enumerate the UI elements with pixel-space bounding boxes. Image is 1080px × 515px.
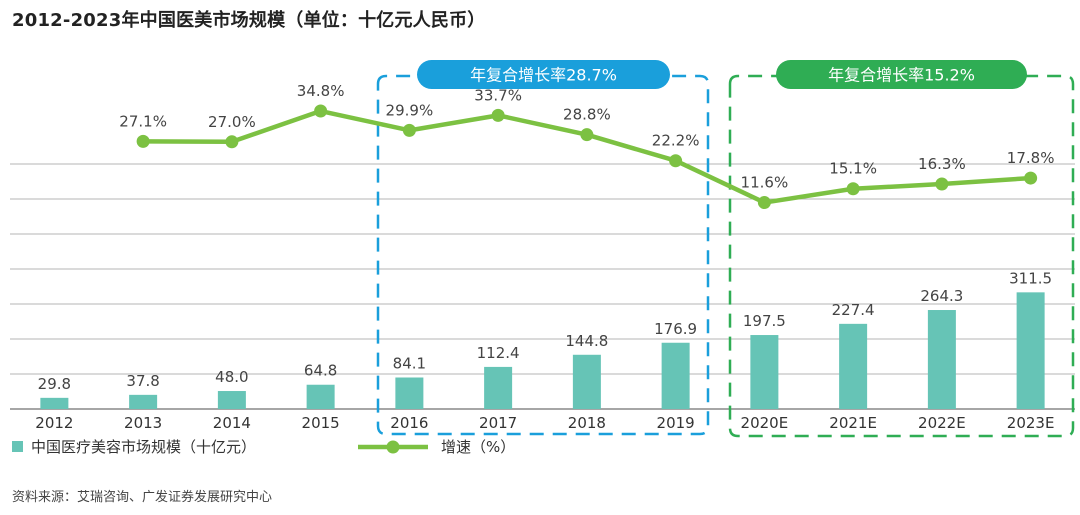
bar-label-2016: 84.1 xyxy=(393,355,426,373)
bar-2017 xyxy=(484,366,513,409)
x-tick-2014: 2014 xyxy=(213,414,251,432)
bar-2019 xyxy=(661,342,690,409)
source-note: 资料来源：艾瑞咨询、广发证券发展研究中心 xyxy=(12,490,273,505)
bar-2014 xyxy=(217,391,246,409)
legend: 中国医疗美容市场规模（十亿元） 增速（%） xyxy=(12,438,515,456)
growth-point-2014 xyxy=(225,135,239,149)
x-tick-labels: 2012 2013 2014 2015 2016 2017 2018 2019 2020E 202… xyxy=(35,414,1054,432)
bar-label-2015: 64.8 xyxy=(304,362,337,380)
chart-title: 2012-2023年中国医美市场规模（单位：十亿元人民币） xyxy=(12,10,486,31)
bar-2013 xyxy=(129,394,158,409)
bar-label-2020E: 197.5 xyxy=(743,312,786,330)
bar-labels: 29.8 37.8 48.0 64.8 84.1 112.4 144.8 176.9 197.5… xyxy=(38,269,1052,392)
bar-2020E xyxy=(750,335,779,409)
gridlines xyxy=(10,163,1075,410)
cagr-callout-green-pill xyxy=(776,60,1027,89)
growth-label-2020E: 11.6% xyxy=(741,174,789,192)
growth-point-2018 xyxy=(580,128,594,142)
growth-label-2018: 28.8% xyxy=(563,106,611,124)
growth-point-2023E xyxy=(1024,171,1038,185)
legend-bar-swatch xyxy=(12,441,23,452)
bar-label-2022E: 264.3 xyxy=(920,287,963,305)
growth-point-2015 xyxy=(314,104,328,118)
bar-label-2014: 48.0 xyxy=(215,368,248,386)
x-tick-2023E: 2023E xyxy=(1007,414,1055,432)
bar-label-2018: 144.8 xyxy=(565,332,608,350)
bar-2022E xyxy=(927,310,956,409)
bar-label-2013: 37.8 xyxy=(126,372,159,390)
growth-label-2023E: 17.8% xyxy=(1007,149,1055,167)
bar-2021E xyxy=(839,323,868,409)
x-tick-2012: 2012 xyxy=(35,414,73,432)
growth-label-2017: 33.7% xyxy=(474,86,522,104)
growth-point-2017 xyxy=(491,108,505,122)
x-tick-2020E: 2020E xyxy=(741,414,789,432)
x-tick-2015: 2015 xyxy=(302,414,340,432)
cagr-box-2015-2019 xyxy=(376,74,710,436)
growth-point-2013 xyxy=(136,134,150,148)
bar-label-2019: 176.9 xyxy=(654,320,697,338)
growth-line xyxy=(143,108,1031,205)
bar-label-2017: 112.4 xyxy=(477,344,520,362)
growth-label-2021E: 15.1% xyxy=(829,160,877,178)
bar-2015 xyxy=(306,384,335,409)
bar-label-2021E: 227.4 xyxy=(832,301,875,319)
growth-point-2016 xyxy=(402,123,416,137)
cagr-callout-blue-pill xyxy=(417,60,670,89)
x-tick-2013: 2013 xyxy=(124,414,162,432)
growth-line-series: 27.1% 27.0% 34.8% 29.9% 33.7% 28.8% 22.2% 11.6%… xyxy=(119,82,1055,210)
growth-label-2016: 29.9% xyxy=(386,101,434,119)
growth-label-2014: 27.0% xyxy=(208,113,256,131)
chart: 29.8 37.8 48.0 64.8 84.1 112.4 144.8 176.9 197.5… xyxy=(10,60,1075,456)
growth-label-2019: 22.2% xyxy=(652,132,700,150)
cagr-callout-blue-label: 年复合增长率28.7% xyxy=(470,66,617,85)
x-tick-2018: 2018 xyxy=(568,414,606,432)
x-tick-2022E: 2022E xyxy=(918,414,966,432)
x-tick-2019: 2019 xyxy=(657,414,695,432)
x-tick-2017: 2017 xyxy=(479,414,517,432)
x-tick-2021E: 2021E xyxy=(829,414,877,432)
legend-bar-label: 中国医疗美容市场规模（十亿元） xyxy=(31,438,256,456)
bar-2023E xyxy=(1016,292,1045,409)
legend-line-marker xyxy=(386,440,400,454)
bar-series xyxy=(40,292,1045,409)
growth-point-2021E xyxy=(846,182,860,196)
bar-label-2012: 29.8 xyxy=(38,375,71,393)
growth-label-2022E: 16.3% xyxy=(918,155,966,173)
bar-2016 xyxy=(395,377,424,409)
x-tick-2016: 2016 xyxy=(390,414,428,432)
cagr-box-2019-2023 xyxy=(728,74,1075,438)
legend-line-label: 增速（%） xyxy=(441,438,515,456)
cagr-boxes: 年复合增长率28.7% 年复合增长率15.2% xyxy=(376,60,1075,438)
growth-point-2020E xyxy=(757,196,771,210)
bar-2012 xyxy=(40,397,69,409)
bar-2018 xyxy=(572,354,601,409)
cagr-callout-green-label: 年复合增长率15.2% xyxy=(828,66,975,85)
growth-point-2022E xyxy=(935,177,949,191)
bar-label-2023E: 311.5 xyxy=(1009,269,1052,287)
growth-point-2019 xyxy=(669,154,683,168)
growth-label-2013: 27.1% xyxy=(119,112,167,130)
growth-label-2015: 34.8% xyxy=(297,82,345,100)
